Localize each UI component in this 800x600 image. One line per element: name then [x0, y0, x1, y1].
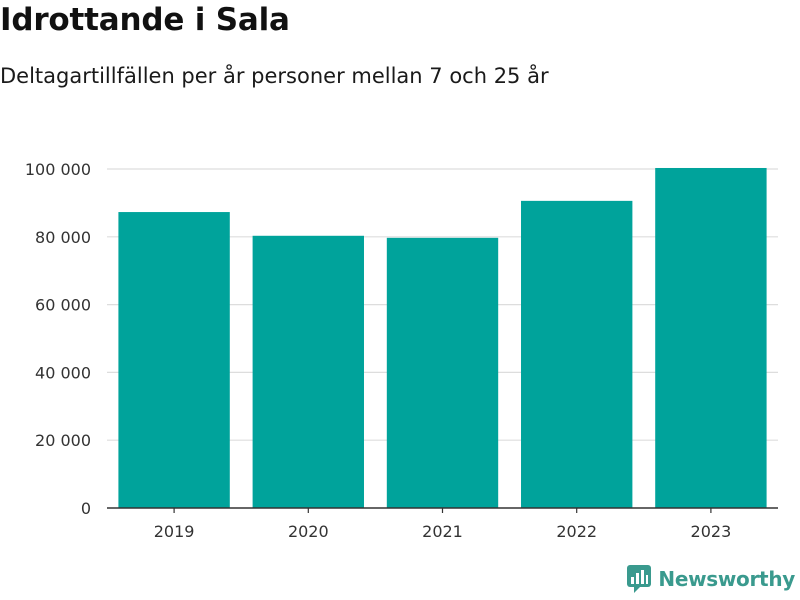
y-tick-label: 60 000 [35, 296, 91, 315]
y-tick-label: 20 000 [35, 431, 91, 450]
bar-2019 [118, 212, 230, 509]
chart-title: Idrottande i Sala [0, 2, 290, 38]
x-tick-label: 2022 [556, 522, 597, 541]
y-tick-label: 80 000 [35, 228, 91, 247]
bar-2023 [655, 167, 767, 508]
x-tick-label: 2021 [422, 522, 463, 541]
brand-name: Newsworthy [658, 567, 795, 591]
x-tick-label: 2020 [288, 522, 329, 541]
chart-subtitle: Deltagartillfällen per år personer mella… [0, 64, 549, 88]
bar-2020 [252, 235, 364, 508]
y-tick-label: 100 000 [25, 160, 91, 179]
brand: Newsworthy [626, 564, 795, 594]
x-tick-label: 2023 [691, 522, 732, 541]
y-tick-label: 0 [81, 499, 91, 518]
bar-2021 [386, 237, 499, 508]
bar-2022 [521, 200, 633, 508]
newsworthy-logo-icon [627, 565, 652, 593]
y-tick-label: 40 000 [35, 363, 91, 382]
x-tick-label: 2019 [154, 522, 195, 541]
